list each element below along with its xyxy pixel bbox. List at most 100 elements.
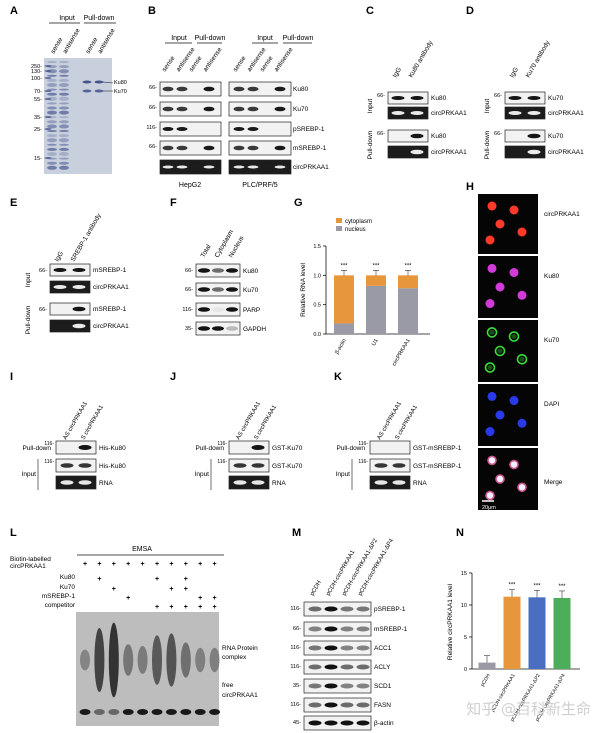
panel-e-section-input: Input xyxy=(25,273,32,288)
panel-h-cell xyxy=(517,290,527,300)
panel-a-gel xyxy=(44,58,112,174)
panel-a-lane-band xyxy=(59,106,69,110)
panel_j-section-input: Input xyxy=(195,471,210,478)
panel-m-lane-label: pCDH-circPRKAA1 xyxy=(326,549,357,597)
panel-letter-N: N xyxy=(456,527,464,539)
panel-n-significance: *** xyxy=(508,583,516,589)
panel-h-cell-core xyxy=(519,356,525,362)
panel-a-group-input: Input xyxy=(59,15,75,22)
panel-h-label-4: Merge xyxy=(544,479,563,486)
panel-a-lane-label: antisense xyxy=(97,27,117,55)
panel-b-band xyxy=(203,145,215,151)
panel-m-band xyxy=(308,626,322,632)
panel-e-band xyxy=(72,306,86,312)
panel-l-label-free-1: free xyxy=(222,682,234,689)
panel-f-band xyxy=(226,326,238,331)
panel-m-band xyxy=(308,720,322,726)
panel-a-lane-band xyxy=(59,74,69,77)
panel-g-x-tick-label: U1 xyxy=(371,338,380,347)
panel-a-lane-band xyxy=(59,69,69,74)
panel-l-free-probe xyxy=(209,709,221,715)
panel-g-significance: *** xyxy=(340,263,348,269)
panel-f-band xyxy=(198,287,210,292)
panel-l-free-probe xyxy=(122,709,134,715)
panel-a-lane-band xyxy=(59,88,69,91)
panel_k-blot xyxy=(369,440,411,455)
panel-b-rna-band xyxy=(247,165,259,169)
panel-l-plus-sign: + xyxy=(97,561,101,568)
panel-letter-J: J xyxy=(170,371,176,383)
panel-l-plus-sign: + xyxy=(213,604,217,611)
panel-m-marker: 66- xyxy=(293,626,301,632)
panel-l-label-complex-1: RNA Protein xyxy=(222,645,258,652)
panel-h-cell xyxy=(486,327,498,338)
panel_c-band xyxy=(410,111,424,115)
panel_k-section-pulldown: Pull-down xyxy=(336,445,365,452)
panel-h-image-Ku70 xyxy=(478,320,538,382)
panel-h-label-3: DAPI xyxy=(544,401,559,408)
panel-h-label-2: Ku70 xyxy=(544,337,560,344)
panel-m-band xyxy=(324,664,338,670)
panel-letter-E: E xyxy=(10,197,17,209)
panel-g-bar-nucleus xyxy=(398,288,418,334)
panel-letter-K: K xyxy=(334,371,342,383)
panel-a-lane-band xyxy=(59,61,69,63)
panel-b-band xyxy=(162,86,174,92)
panel-e-marker: 66- xyxy=(39,307,47,313)
panel-m-band xyxy=(324,606,338,612)
panel-g-y-tick-label: 1.0 xyxy=(313,273,321,279)
panel-e-blot xyxy=(49,280,91,294)
panel_c-row-label: Ku80 xyxy=(431,133,447,140)
panel-m-marker: 116- xyxy=(290,606,301,612)
panel_d-blot xyxy=(504,106,546,120)
panel-b-band xyxy=(203,106,215,112)
panel-b-band xyxy=(176,86,188,92)
panel_j-band xyxy=(233,480,247,485)
panel_d-blot xyxy=(504,145,546,159)
panel_d-row-label: Ku70 xyxy=(548,95,564,102)
panel-letter-M: M xyxy=(292,527,301,539)
panel-b-marker: 66- xyxy=(149,144,157,150)
panel-f-band xyxy=(212,326,224,331)
watermark-text-shadow: 知乎 @百科新生命 xyxy=(466,700,591,718)
panel-l-free-probe xyxy=(137,709,149,715)
panel-m-band xyxy=(356,606,370,612)
panel-h-cell-core xyxy=(488,457,496,464)
panel-b-blot-hepg2 xyxy=(159,81,222,97)
panel-h-label-1: Ku80 xyxy=(544,273,560,280)
panel-l-plus-sign: + xyxy=(213,595,217,602)
panel-h-cell xyxy=(494,345,506,357)
panel-h-cell xyxy=(495,410,505,420)
panel_i-marker: 116- xyxy=(44,459,54,465)
panel-g-x-tick-label: β-actin xyxy=(334,338,348,355)
panel_c-row-label: Ku80 xyxy=(431,95,447,102)
panel-m-band xyxy=(324,720,338,726)
panel_c-band xyxy=(391,111,405,115)
panel_i-band xyxy=(78,445,92,450)
panel-f-row-label: PARP xyxy=(243,307,260,314)
panel-m-band xyxy=(340,702,354,708)
panel-b-blot-plc xyxy=(228,140,292,156)
panel-m-lane-label: pCDH xyxy=(310,580,323,597)
panel-h-cell xyxy=(517,227,527,237)
panel-b-band xyxy=(274,106,286,112)
panel_c-lane-antibody: Ku80 antibody xyxy=(408,39,435,79)
panel-a-ladder-band xyxy=(44,98,52,100)
panel-f-band xyxy=(226,268,238,273)
panel-n-x-tick-label: pCDH xyxy=(480,673,492,688)
panel-l-complex-smear xyxy=(108,622,119,698)
panel-m-band xyxy=(356,683,370,689)
panel_i-band xyxy=(78,463,92,468)
panel_k-band xyxy=(392,480,406,485)
panel-b-blot-hepg2 xyxy=(159,121,222,137)
panel-a-lane-band xyxy=(59,110,69,115)
panel-m-band xyxy=(340,606,354,612)
panel-m-marker: 116- xyxy=(290,702,301,708)
panel-l-free-probe xyxy=(194,709,206,715)
panel-e-blot xyxy=(49,263,91,277)
panel_j-marker: 116- xyxy=(217,459,227,465)
panel-m-band xyxy=(308,683,322,689)
panel-h-cell xyxy=(508,331,520,342)
panel-h-image-circPRKAA1 xyxy=(478,194,538,254)
